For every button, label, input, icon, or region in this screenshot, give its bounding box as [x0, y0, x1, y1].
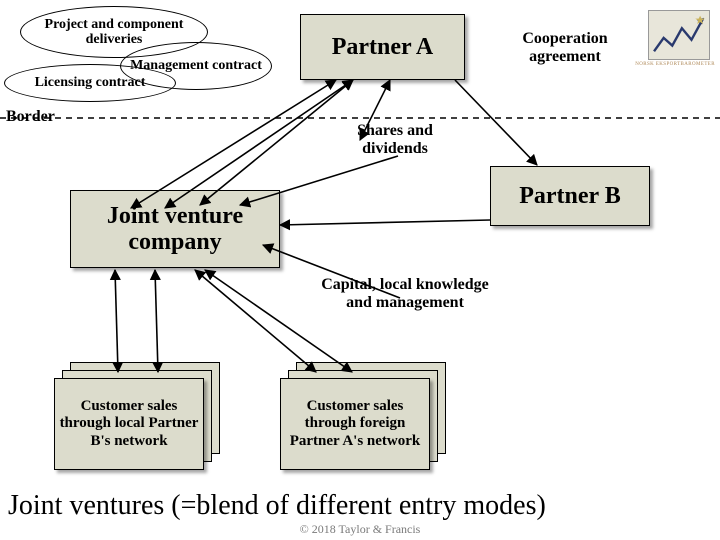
node-customer-sales-b-label: Customer sales through local Partner B's… [59, 398, 199, 450]
label-shares: Shares and dividends [330, 122, 460, 157]
node-partner-a-label: Partner A [332, 34, 434, 61]
node-jv: Joint venture company [70, 190, 280, 268]
node-partner-b: Partner B [490, 166, 650, 226]
node-partner-a: Partner A [300, 14, 465, 80]
logo-caption: NORSK EKSPORTBAROMETER [635, 62, 715, 67]
node-partner-b-label: Partner B [519, 183, 621, 210]
page-title: Joint ventures (=blend of different entr… [8, 490, 546, 522]
node-customer-sales-a-label: Customer sales through foreign Partner A… [285, 398, 425, 450]
node-customer-sales-a: Customer sales through foreign Partner A… [280, 378, 430, 470]
caption: © 2018 Taylor & Francis [0, 522, 720, 537]
logo [648, 10, 710, 60]
label-cooperation: Cooperation agreement [505, 30, 625, 65]
label-capital: Capital, local knowledge and management [310, 276, 500, 311]
label-border: Border [6, 108, 55, 126]
node-customer-sales-b: Customer sales through local Partner B's… [54, 378, 204, 470]
node-jv-label: Joint venture company [75, 203, 275, 256]
ellipse-licensing-contract: Licensing contract [4, 64, 176, 102]
